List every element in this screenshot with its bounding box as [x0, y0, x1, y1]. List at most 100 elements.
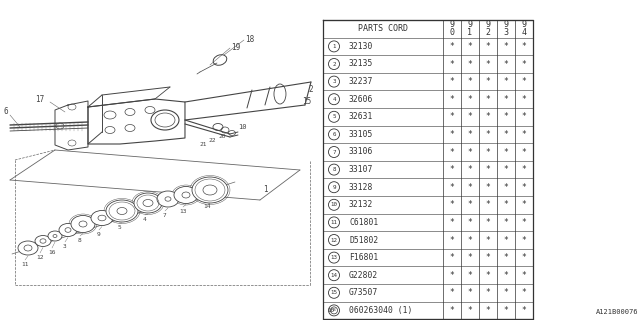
Text: G73507: G73507 — [349, 288, 378, 297]
Text: *: * — [449, 236, 454, 244]
Text: *: * — [449, 130, 454, 139]
Ellipse shape — [143, 199, 153, 206]
Ellipse shape — [59, 223, 77, 236]
Text: *: * — [522, 288, 527, 297]
Text: F16801: F16801 — [349, 253, 378, 262]
Ellipse shape — [79, 221, 87, 227]
Text: *: * — [504, 306, 508, 315]
Text: *: * — [504, 288, 508, 297]
Text: *: * — [486, 165, 490, 174]
Text: *: * — [486, 218, 490, 227]
Ellipse shape — [182, 192, 190, 198]
Text: 7: 7 — [163, 213, 167, 218]
Text: *: * — [522, 165, 527, 174]
Text: 11: 11 — [330, 220, 337, 225]
Text: 33106: 33106 — [349, 148, 373, 156]
Ellipse shape — [71, 215, 95, 233]
Text: 3: 3 — [63, 244, 67, 249]
Text: *: * — [522, 77, 527, 86]
Text: 6: 6 — [332, 132, 336, 137]
Text: 3: 3 — [332, 79, 336, 84]
Text: *: * — [522, 271, 527, 280]
Text: *: * — [449, 306, 454, 315]
Text: 17: 17 — [35, 95, 45, 105]
Ellipse shape — [18, 241, 38, 255]
Text: A121B00076: A121B00076 — [595, 309, 638, 315]
Text: *: * — [468, 253, 472, 262]
Ellipse shape — [40, 239, 46, 243]
Text: *: * — [468, 60, 472, 68]
Text: *: * — [449, 183, 454, 192]
Text: *: * — [504, 253, 508, 262]
Text: 4: 4 — [332, 97, 336, 102]
Ellipse shape — [98, 215, 106, 221]
Text: *: * — [468, 271, 472, 280]
Text: *: * — [449, 60, 454, 68]
Text: 12: 12 — [330, 237, 337, 243]
Text: *: * — [504, 183, 508, 192]
Text: *: * — [486, 306, 490, 315]
Text: *: * — [468, 95, 472, 104]
Text: *: * — [486, 42, 490, 51]
Text: 18: 18 — [245, 35, 254, 44]
Text: 33128: 33128 — [349, 183, 373, 192]
Text: 11: 11 — [21, 262, 29, 267]
Text: 32135: 32135 — [349, 60, 373, 68]
Text: 33107: 33107 — [349, 165, 373, 174]
Ellipse shape — [174, 187, 198, 204]
Ellipse shape — [165, 197, 171, 201]
Text: *: * — [449, 271, 454, 280]
Text: *: * — [522, 218, 527, 227]
Ellipse shape — [157, 191, 179, 207]
Text: *: * — [522, 42, 527, 51]
Text: 32130: 32130 — [349, 42, 373, 51]
Text: *: * — [449, 112, 454, 121]
Text: *: * — [486, 271, 490, 280]
Text: 32237: 32237 — [349, 77, 373, 86]
Text: *: * — [468, 130, 472, 139]
Text: 21: 21 — [199, 142, 207, 148]
Text: 7: 7 — [332, 149, 336, 155]
Text: *: * — [486, 288, 490, 297]
Text: *: * — [522, 306, 527, 315]
Text: D51802: D51802 — [349, 236, 378, 244]
Text: *: * — [504, 112, 508, 121]
Text: 5: 5 — [332, 114, 336, 119]
Text: 9
1: 9 1 — [467, 20, 472, 37]
Ellipse shape — [117, 207, 127, 214]
Text: 9: 9 — [332, 185, 336, 190]
Text: *: * — [522, 236, 527, 244]
Ellipse shape — [35, 236, 51, 246]
Text: *: * — [486, 148, 490, 156]
Text: PARTS CORD: PARTS CORD — [358, 24, 408, 33]
Text: *: * — [504, 130, 508, 139]
Text: 6: 6 — [4, 108, 8, 116]
Text: *: * — [486, 236, 490, 244]
Text: *: * — [504, 218, 508, 227]
Ellipse shape — [48, 231, 62, 241]
Text: *: * — [522, 95, 527, 104]
Ellipse shape — [53, 235, 57, 237]
Text: 060263040 (1): 060263040 (1) — [349, 306, 412, 315]
Text: 9: 9 — [97, 232, 101, 237]
Text: *: * — [468, 183, 472, 192]
Text: 12: 12 — [36, 255, 44, 260]
Text: *: * — [468, 42, 472, 51]
Text: *: * — [486, 130, 490, 139]
Text: *: * — [449, 77, 454, 86]
Text: 4: 4 — [143, 217, 147, 222]
Text: 14: 14 — [204, 204, 211, 209]
Text: 32132: 32132 — [349, 200, 373, 209]
Text: B: B — [332, 308, 335, 312]
Text: *: * — [522, 183, 527, 192]
Text: *: * — [449, 148, 454, 156]
Text: *: * — [504, 95, 508, 104]
Text: 14: 14 — [330, 273, 337, 278]
Text: 10: 10 — [330, 202, 337, 207]
Text: *: * — [486, 60, 490, 68]
Text: *: * — [504, 42, 508, 51]
Text: *: * — [468, 148, 472, 156]
Text: 15: 15 — [302, 98, 311, 107]
Ellipse shape — [192, 177, 228, 203]
Text: *: * — [486, 77, 490, 86]
